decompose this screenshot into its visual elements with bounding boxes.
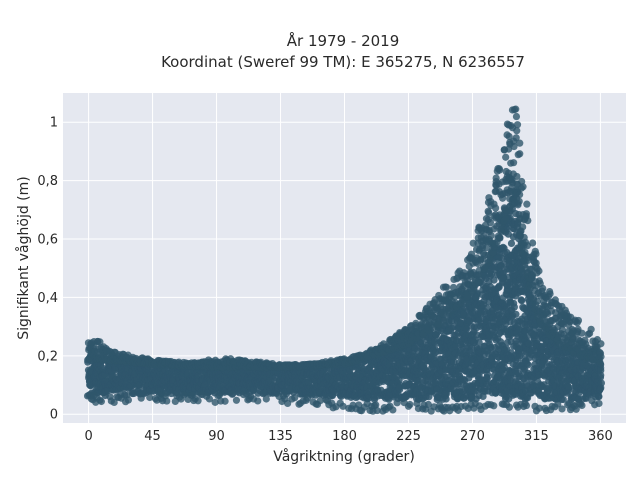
data-point bbox=[507, 239, 516, 247]
data-point bbox=[442, 395, 450, 403]
data-point bbox=[194, 397, 202, 405]
data-point bbox=[492, 174, 500, 182]
x-tick-label: 180 bbox=[332, 429, 357, 444]
data-point bbox=[389, 406, 397, 414]
data-point bbox=[502, 214, 510, 223]
data-point bbox=[532, 250, 540, 258]
data-point bbox=[232, 396, 241, 404]
y-tick-label: 0,4 bbox=[37, 291, 58, 306]
data-point bbox=[221, 397, 229, 405]
data-point bbox=[97, 397, 105, 406]
data-point bbox=[495, 330, 503, 338]
data-point bbox=[487, 355, 496, 363]
y-tick-label: 0 bbox=[50, 408, 58, 423]
data-point bbox=[440, 316, 448, 325]
data-point bbox=[512, 112, 521, 121]
data-point bbox=[513, 121, 522, 129]
data-point bbox=[597, 366, 605, 374]
data-point bbox=[512, 310, 520, 318]
data-point bbox=[505, 403, 514, 411]
data-point bbox=[578, 401, 586, 410]
data-point bbox=[492, 204, 500, 212]
data-point bbox=[291, 394, 299, 402]
x-tick-label: 90 bbox=[208, 429, 225, 444]
data-point bbox=[516, 139, 524, 147]
data-point bbox=[523, 200, 531, 208]
data-points bbox=[83, 105, 605, 415]
data-point bbox=[510, 106, 519, 114]
data-point bbox=[487, 232, 495, 240]
data-point bbox=[490, 276, 498, 284]
y-axis-label: Signifikant våghöjd (m) bbox=[15, 176, 32, 339]
data-point bbox=[502, 153, 510, 161]
data-point bbox=[475, 339, 483, 347]
data-point bbox=[510, 159, 518, 167]
y-tick-label: 0,2 bbox=[37, 349, 58, 364]
data-point bbox=[494, 234, 502, 243]
y-axis-ticks: 0 0,2 0,4 0,6 0,8 1 bbox=[37, 116, 58, 423]
data-point bbox=[595, 392, 603, 401]
data-point bbox=[254, 397, 262, 405]
data-point bbox=[129, 388, 137, 396]
data-point bbox=[597, 384, 605, 392]
data-point bbox=[513, 127, 521, 135]
x-axis-label: Vågriktning (grader) bbox=[273, 448, 415, 465]
x-tick-label: 315 bbox=[524, 429, 549, 444]
data-point bbox=[522, 401, 531, 410]
data-point bbox=[457, 319, 465, 327]
y-tick-label: 1 bbox=[50, 116, 58, 131]
data-point bbox=[516, 190, 524, 199]
data-point bbox=[124, 396, 132, 404]
x-tick-label: 360 bbox=[588, 429, 613, 444]
data-point bbox=[597, 353, 605, 361]
x-tick-label: 225 bbox=[396, 429, 421, 444]
data-point bbox=[470, 338, 478, 346]
data-point bbox=[393, 399, 401, 407]
data-point bbox=[474, 277, 482, 285]
data-point bbox=[517, 296, 525, 304]
data-point bbox=[546, 290, 554, 298]
x-tick-label: 45 bbox=[144, 429, 161, 444]
data-point bbox=[510, 303, 518, 311]
data-point bbox=[515, 197, 523, 205]
data-point bbox=[483, 374, 491, 382]
data-point bbox=[496, 226, 505, 234]
data-point bbox=[215, 391, 223, 399]
data-point bbox=[470, 386, 478, 395]
x-axis-ticks: 0 45 90 135 180 225 270 315 360 bbox=[84, 429, 612, 444]
data-point bbox=[535, 267, 543, 275]
data-point bbox=[519, 223, 527, 231]
data-point bbox=[529, 239, 537, 247]
data-point bbox=[597, 340, 605, 348]
data-point bbox=[472, 293, 480, 301]
y-tick-label: 0,8 bbox=[37, 174, 58, 189]
data-point bbox=[514, 369, 522, 377]
chart-subtitle: Koordinat (Sweref 99 TM): E 365275, N 62… bbox=[161, 53, 525, 71]
data-point bbox=[587, 325, 595, 333]
chart-title: År 1979 - 2019 bbox=[287, 31, 400, 50]
y-tick-label: 0,6 bbox=[37, 233, 58, 248]
x-tick-label: 270 bbox=[460, 429, 485, 444]
data-point bbox=[442, 283, 451, 291]
x-tick-label: 135 bbox=[268, 429, 293, 444]
data-point bbox=[228, 390, 236, 398]
data-point bbox=[519, 183, 527, 191]
data-point bbox=[524, 216, 532, 225]
data-point bbox=[524, 361, 532, 369]
data-point bbox=[595, 399, 603, 408]
data-point bbox=[539, 284, 547, 292]
data-point bbox=[395, 384, 403, 392]
data-point bbox=[578, 329, 586, 337]
data-point bbox=[406, 400, 414, 409]
data-point bbox=[262, 395, 270, 403]
data-point bbox=[574, 316, 583, 325]
x-tick-label: 0 bbox=[84, 429, 92, 444]
data-point bbox=[516, 150, 524, 158]
data-point bbox=[163, 397, 171, 405]
data-point bbox=[495, 165, 503, 173]
data-point bbox=[490, 402, 498, 410]
data-point bbox=[137, 394, 145, 402]
